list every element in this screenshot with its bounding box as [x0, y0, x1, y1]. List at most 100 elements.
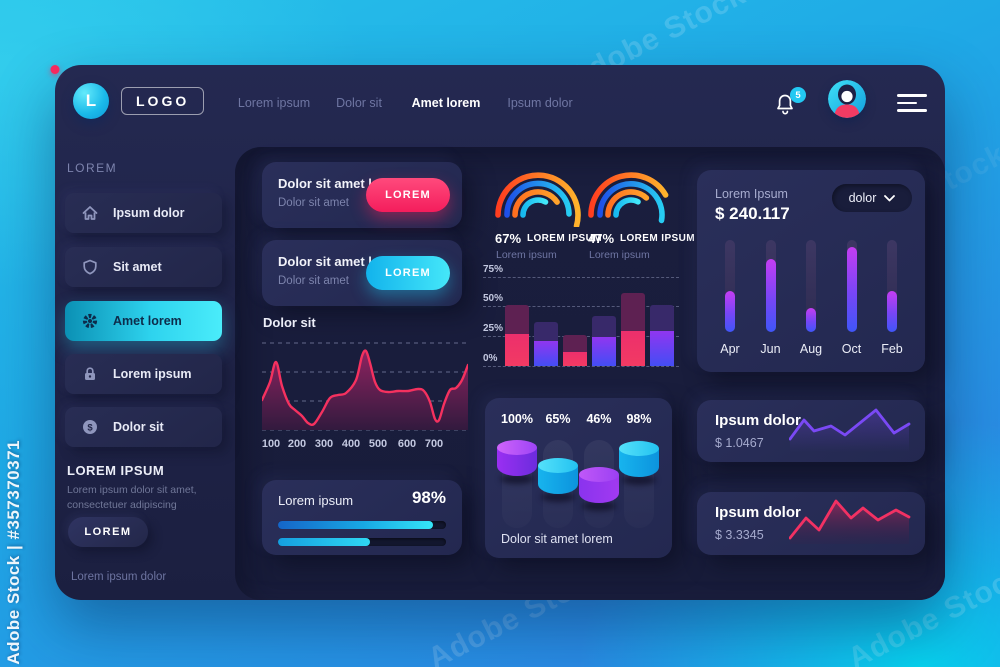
x-axis-tick: 100 — [261, 438, 281, 450]
nav-item-lorem-ipsum[interactable]: Lorem ipsum — [237, 96, 311, 110]
month-label: Feb — [881, 342, 903, 356]
sidebar-promo-text: Lorem ipsum dolor sit amet, consectetuer… — [67, 484, 197, 511]
cylinder-chart: 100% 65% 46% 98% — [485, 398, 672, 558]
month-bar-track — [846, 240, 857, 332]
sidebar-item-lorem-ipsum[interactable]: Lorem ipsum — [65, 354, 222, 394]
lorem-button-pink[interactable]: LOREM — [366, 178, 450, 212]
progress-card-value: 98% — [411, 488, 446, 507]
gauge-label: LOREM IPSUM — [527, 233, 602, 244]
chevron-down-icon — [884, 194, 896, 201]
cylinder-chart-card: 100% 65% 46% 98% Dolor sit amet lorem — [485, 398, 672, 558]
sparkline-red — [789, 499, 911, 544]
cta-card-1: Dolor sit amet lorem Dolor sit amet LORE… — [262, 162, 462, 228]
summary-card-amount: $ 240.117 — [715, 204, 790, 223]
stacked-bar-chart: 75% 50% 25% 0% — [483, 263, 679, 389]
cta-card-2: Dolor sit amet lorem Dolor sit amet LORE… — [262, 240, 462, 306]
active-nav-indicator-dot — [50, 65, 60, 74]
stacked-bar — [505, 304, 529, 366]
avatar-icon — [828, 80, 866, 118]
stat-card-title: Ipsum dolor — [715, 504, 801, 521]
stacked-bar — [592, 316, 616, 366]
stacked-bar — [650, 304, 674, 366]
sidebar-item-sit-amet[interactable]: Sit amet — [65, 247, 222, 287]
stat-card-amount: $ 1.0467 — [715, 436, 764, 450]
lock-icon — [82, 366, 98, 382]
x-axis-tick: 500 — [368, 438, 388, 450]
stacked-bar — [621, 292, 645, 366]
x-axis-tick: 400 — [341, 438, 361, 450]
area-chart-x-axis: 100 200 300 400 500 600 700 — [262, 438, 468, 452]
home-icon — [82, 205, 98, 221]
cylinder-value-label: 65% — [545, 412, 571, 426]
stat-card-2: Ipsum dolor $ 3.3345 — [697, 492, 925, 555]
x-axis-tick: 300 — [314, 438, 334, 450]
sidebar-item-label: Ipsum dolor — [113, 206, 185, 220]
sidebar-section-label: LOREM — [67, 161, 118, 175]
stat-card-1: Ipsum dolor $ 1.0467 — [697, 400, 925, 462]
burger-line — [897, 109, 927, 112]
gauge-value: 47% — [588, 231, 615, 246]
sidebar-item-amet-lorem[interactable]: Amet lorem — [65, 301, 222, 341]
sidebar-promo-title: LOREM IPSUM — [67, 463, 165, 478]
month-label: Oct — [841, 342, 862, 356]
lorem-button-cyan[interactable]: LOREM — [366, 256, 450, 290]
stacked-bar — [563, 335, 587, 366]
area-chart-title: Dolor sit — [263, 315, 316, 330]
progress-card: Lorem ipsum 98% — [262, 480, 462, 555]
burger-line — [897, 101, 917, 105]
notification-badge: 5 — [790, 87, 806, 103]
month-label: Aug — [799, 342, 823, 356]
sidebar-item-dolor-sit[interactable]: $ Dolor sit — [65, 407, 222, 447]
month-label: Apr — [720, 342, 740, 356]
progress-bar-2 — [278, 538, 446, 546]
stock-watermark: Adobe Stock | #357370371 — [4, 440, 23, 665]
sidebar-promo-button[interactable]: LOREM — [68, 517, 148, 547]
month-bar-chart — [709, 240, 913, 332]
gauge-sublabel: Lorem ipsum — [496, 249, 557, 261]
gauge-value: 67% — [495, 231, 522, 246]
gauge-chart-left — [495, 172, 581, 227]
x-axis-tick: 200 — [287, 438, 307, 450]
month-bar-track — [765, 240, 776, 332]
menu-button[interactable] — [897, 94, 927, 117]
cylinder-value-label: 46% — [586, 412, 612, 426]
shield-icon — [82, 259, 98, 275]
gauge-label: LOREM IPSUM — [620, 233, 695, 244]
stacked-bar — [534, 322, 558, 366]
summary-card-title: Lorem Ipsum — [715, 187, 788, 201]
nav-item-dolor-sit[interactable]: Dolor sit — [336, 96, 382, 110]
month-label: Jun — [760, 342, 781, 356]
sidebar-item-ipsum-dolor[interactable]: Ipsum dolor — [65, 193, 222, 233]
gauge-chart-right — [588, 172, 669, 224]
dashboard-panel: L LOGO Lorem ipsum Dolor sit Amet lorem … — [50, 65, 945, 600]
progress-bar-1 — [278, 521, 446, 529]
summary-card: Lorem Ipsum $ 240.117 dolor Apr Jun Aug Oct… — [697, 170, 925, 372]
stat-card-title: Ipsum dolor — [715, 412, 801, 429]
nav-item-ipsum-dolor[interactable]: Ipsum dolor — [507, 96, 573, 110]
cta-card-subtitle: Dolor sit amet — [278, 275, 349, 287]
logo-mark[interactable]: L — [73, 83, 109, 119]
sidebar-footer-link[interactable]: Lorem ipsum dolor — [71, 571, 167, 583]
progress-card-title: Lorem ipsum — [278, 493, 354, 508]
area-chart — [262, 342, 468, 431]
gear-icon — [82, 313, 98, 329]
gauge-sublabel: Lorem ipsum — [589, 249, 650, 261]
user-avatar[interactable] — [828, 80, 866, 118]
x-axis-tick: 700 — [424, 438, 444, 450]
cylinder-value-label: 100% — [501, 412, 533, 426]
cta-card-subtitle: Dolor sit amet — [278, 197, 349, 209]
burger-line — [897, 94, 927, 97]
nav-item-amet-lorem[interactable]: Amet lorem — [411, 96, 481, 110]
period-dropdown[interactable]: dolor — [832, 184, 912, 212]
svg-text:$: $ — [87, 422, 93, 433]
dropdown-value: dolor — [848, 191, 877, 205]
cylinder-marker — [579, 467, 619, 511]
sidebar-item-label: Sit amet — [113, 260, 162, 274]
month-bar-track — [887, 240, 897, 332]
notifications-button[interactable]: 5 — [773, 87, 806, 120]
dollar-icon: $ — [82, 419, 98, 435]
cylinder-chart-caption: Dolor sit amet lorem — [501, 532, 613, 546]
cylinder-marker — [619, 441, 659, 485]
sidebar-item-label: Dolor sit — [113, 420, 164, 434]
